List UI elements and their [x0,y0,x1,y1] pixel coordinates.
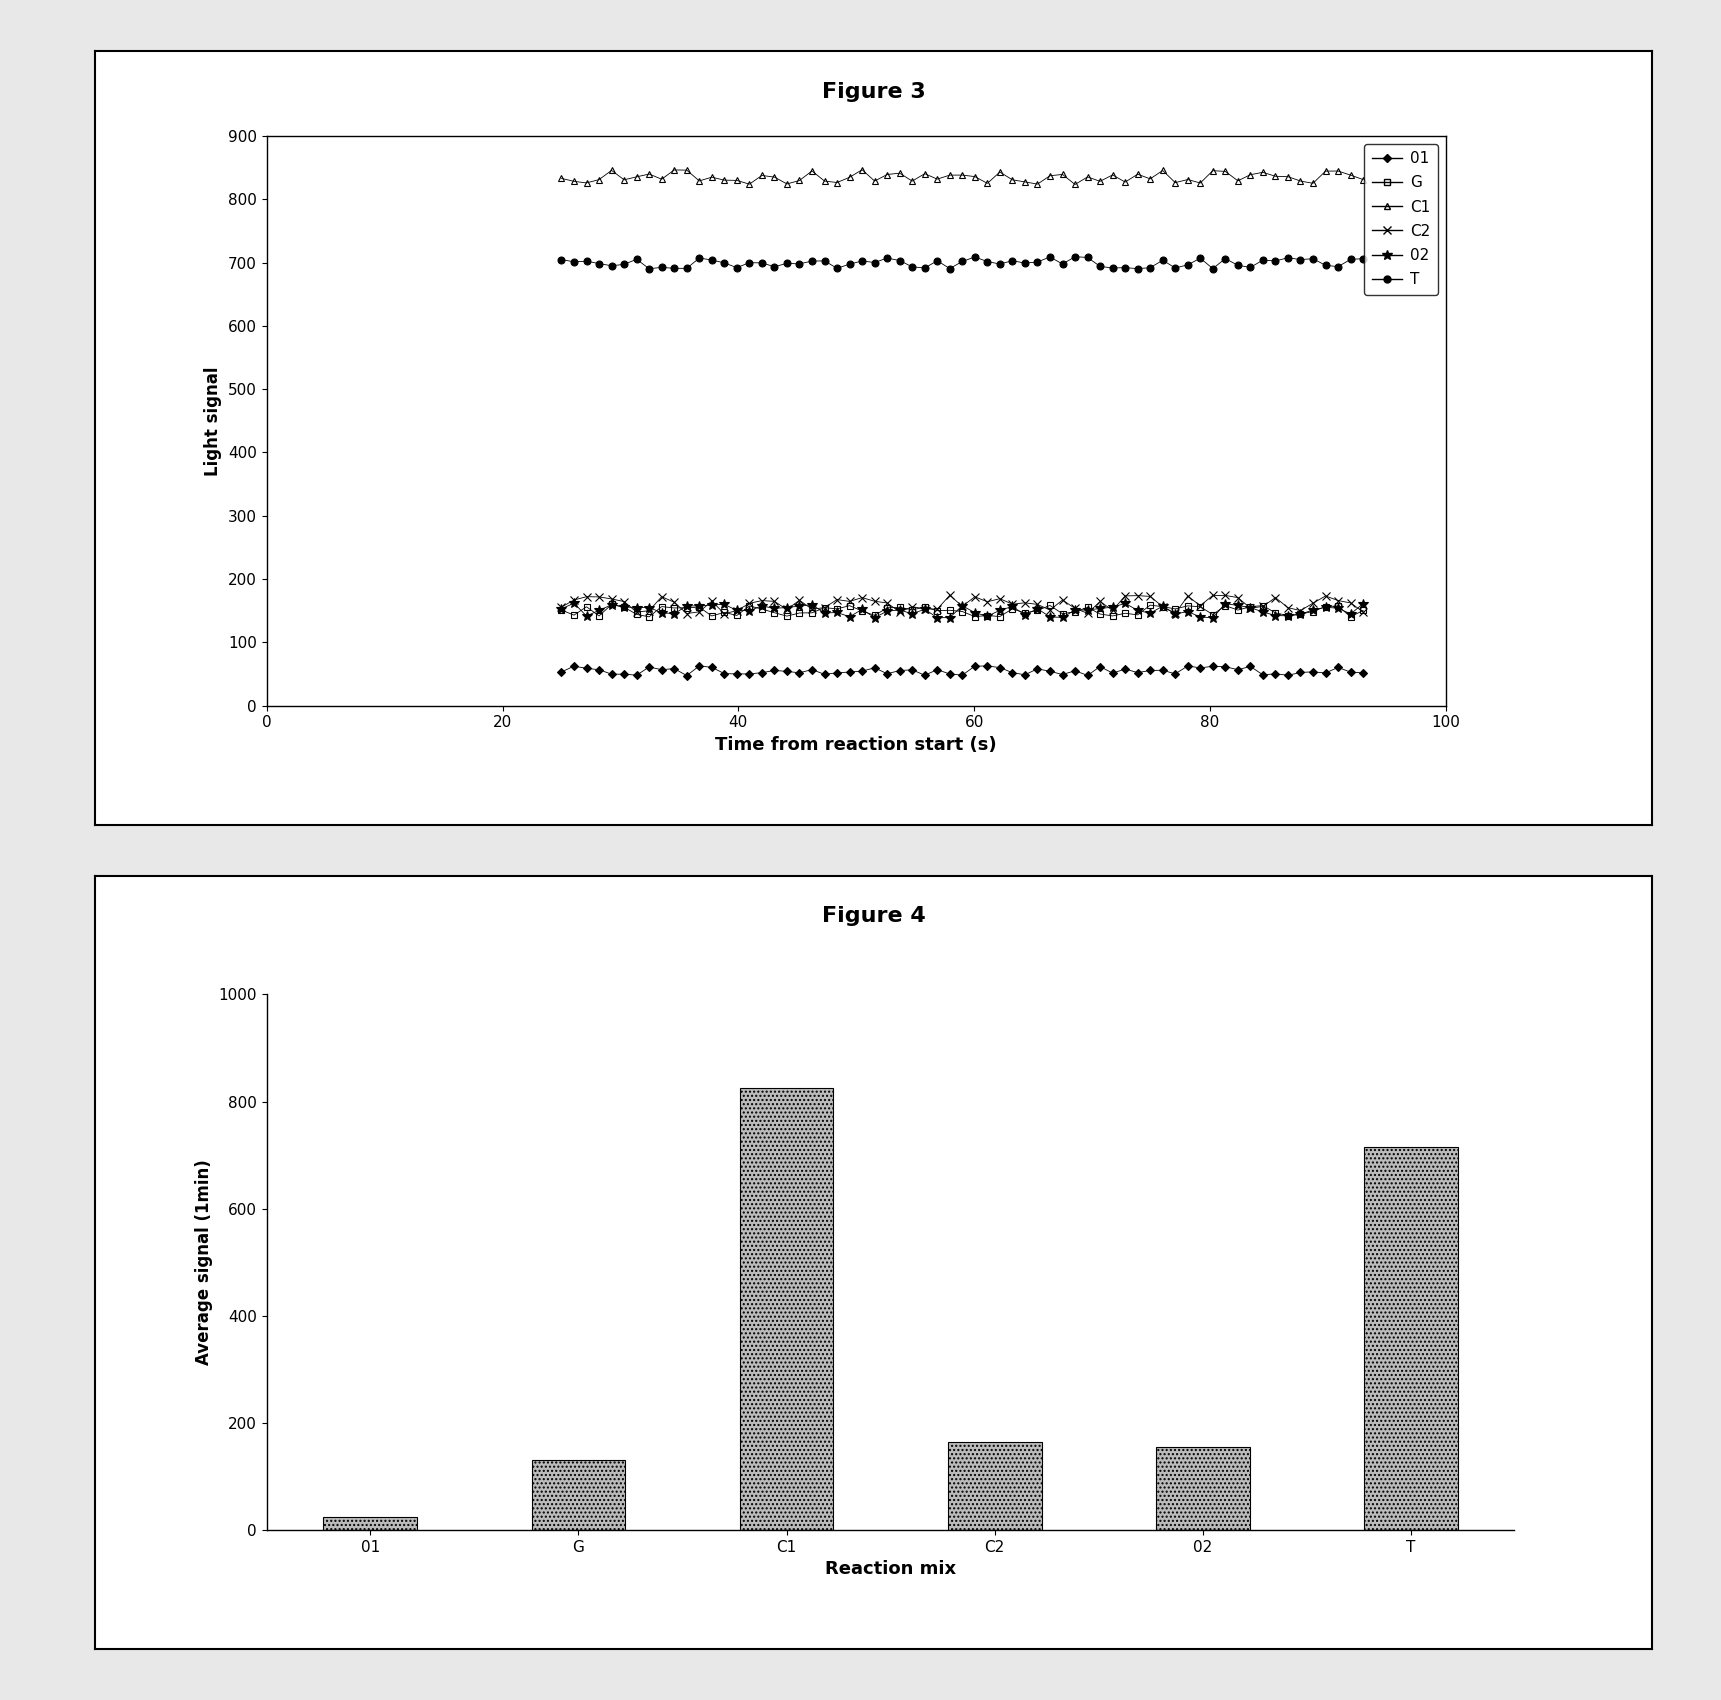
Text: Figure 4: Figure 4 [821,906,926,926]
Legend: 01, G, C1, C2, 02, T: 01, G, C1, C2, 02, T [1365,143,1439,294]
Bar [1157,1447,1249,1530]
Y-axis label: Average signal (1min): Average signal (1min) [194,1159,213,1365]
Bar [740,1088,833,1530]
Bar [324,1516,416,1530]
Y-axis label: Light signal: Light signal [205,366,222,476]
X-axis label: Time from reaction start (s): Time from reaction start (s) [716,736,996,753]
Text: Figure 3: Figure 3 [821,82,926,102]
Bar [532,1460,625,1530]
Bar [1365,1148,1458,1530]
Bar [948,1442,1041,1530]
X-axis label: Reaction mix: Reaction mix [824,1561,957,1578]
